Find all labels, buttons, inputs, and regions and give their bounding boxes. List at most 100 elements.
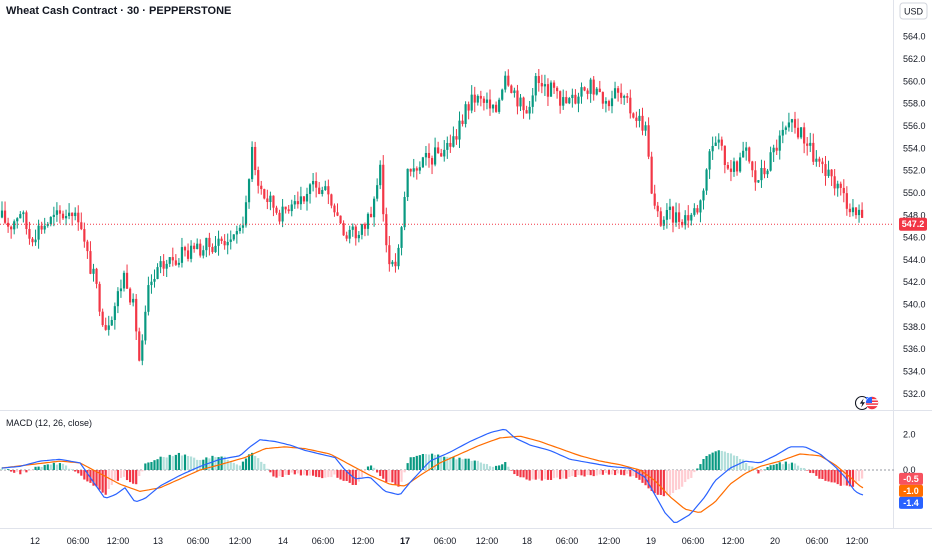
- price-tick-label: 534.0: [903, 367, 926, 377]
- candle: [190, 240, 193, 263]
- candle: [129, 287, 132, 306]
- macd-histogram-bar: [665, 470, 668, 496]
- last-price-badge-bg: [899, 217, 927, 231]
- macd-histogram-bar: [491, 466, 495, 470]
- currency-button[interactable]: USD: [899, 2, 928, 20]
- candle: [699, 199, 702, 223]
- candle: [293, 194, 296, 209]
- macd-histogram-bar: [803, 468, 806, 470]
- macd-histogram-bar: [800, 467, 803, 470]
- candle: [617, 85, 620, 102]
- macd-histogram-bar: [336, 470, 339, 478]
- candle: [275, 205, 278, 215]
- candle: [427, 143, 431, 168]
- candle: [754, 161, 757, 191]
- candle: [674, 202, 678, 227]
- macd-histogram-bar: [598, 470, 601, 475]
- candle: [272, 195, 275, 217]
- candle: [739, 152, 742, 173]
- macd-histogram-bar: [7, 469, 10, 470]
- macd-histogram-bar: [735, 456, 739, 470]
- macd-histogram-bar: [644, 470, 647, 486]
- candle: [482, 96, 485, 111]
- macd-histogram-bar: [580, 470, 583, 476]
- time-tick-label: 06:00: [187, 536, 210, 546]
- candle: [543, 74, 546, 96]
- candle: [806, 137, 809, 156]
- candle: [742, 141, 745, 158]
- macd-histogram-bar: [284, 470, 287, 475]
- macd-histogram-bar: [699, 464, 702, 470]
- candle: [174, 254, 177, 267]
- time-axis[interactable]: 12 06:00 12:00 13 06:00 12:00 14 06:00 12:00 17 06…: [30, 536, 868, 546]
- macd-histogram-bar: [824, 470, 827, 481]
- macd-histogram-bar: [34, 466, 37, 470]
- candle: [781, 121, 784, 144]
- macd-histogram-bar: [763, 469, 766, 471]
- candle: [412, 158, 415, 178]
- candle: [351, 223, 354, 237]
- candle: [80, 212, 83, 231]
- candle: [513, 87, 516, 98]
- candle: [714, 136, 717, 147]
- candle: [473, 86, 476, 112]
- candle: [135, 293, 138, 340]
- candle: [650, 151, 653, 195]
- macd-histogram-bar: [101, 470, 104, 493]
- macd-histogram-bar: [537, 470, 540, 479]
- candle: [434, 137, 437, 167]
- macd-histogram-bar: [662, 470, 665, 497]
- macd-histogram-bar: [549, 470, 553, 480]
- candle: [595, 87, 598, 96]
- candle: [635, 111, 638, 128]
- macd-histogram-bar: [388, 470, 391, 482]
- macd-histogram-bar: [232, 462, 235, 470]
- candle: [193, 242, 196, 253]
- macd-histogram-bar: [55, 464, 58, 470]
- candle: [793, 111, 797, 134]
- candle: [626, 93, 629, 104]
- macd-histogram-bar: [132, 470, 135, 484]
- candle: [171, 247, 174, 267]
- candle: [202, 245, 205, 259]
- candle: [3, 201, 7, 225]
- candle: [19, 211, 22, 219]
- price-tick-label: 540.0: [903, 300, 926, 310]
- candle: [577, 92, 580, 113]
- macd-histogram-bar: [766, 466, 769, 470]
- macd-histogram-bar: [708, 454, 711, 470]
- candle: [95, 267, 98, 289]
- macd-histogram-bar: [397, 470, 400, 487]
- candle: [403, 191, 406, 231]
- macd-histogram-bar: [13, 470, 16, 473]
- candle: [159, 256, 162, 274]
- macd-pane[interactable]: [0, 428, 894, 524]
- candle: [382, 155, 385, 222]
- macd-histogram-bar: [668, 470, 672, 496]
- us-flag-icon[interactable]: [865, 396, 879, 410]
- candle: [138, 327, 141, 362]
- candle: [766, 168, 769, 178]
- price-pane[interactable]: [0, 68, 894, 366]
- candle: [525, 105, 528, 114]
- macd-histogram-bar: [190, 456, 193, 470]
- candle: [49, 216, 52, 227]
- macd-histogram-bar: [116, 470, 119, 481]
- macd-histogram-bar: [723, 451, 726, 470]
- candle: [461, 114, 464, 127]
- candle: [861, 202, 864, 219]
- macd-histogram-bar: [394, 470, 397, 485]
- candle: [678, 203, 681, 230]
- candle: [0, 201, 4, 219]
- macd-histogram-bar: [446, 456, 449, 470]
- candle: [833, 169, 836, 196]
- macd-histogram-bar: [626, 470, 629, 474]
- macd-histogram-bar: [437, 454, 440, 470]
- time-tick-label: 12:00: [229, 536, 252, 546]
- macd-histogram-bar: [382, 470, 385, 479]
- macd-histogram-bar: [821, 470, 824, 480]
- price-axis[interactable]: 532.0 534.0 536.0 538.0 540.0 542.0 544.0 546.0…: [903, 32, 926, 399]
- candle: [775, 139, 778, 155]
